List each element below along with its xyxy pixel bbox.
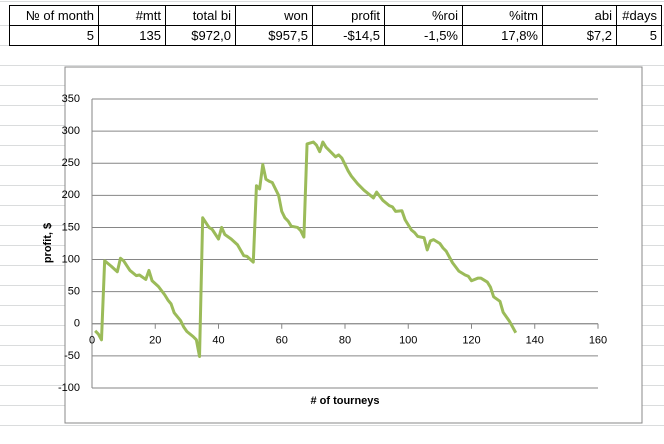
x-tick-label: 0 bbox=[89, 335, 95, 347]
y-tick-label: 150 bbox=[62, 221, 80, 233]
x-axis-title: # of tourneys bbox=[310, 395, 379, 407]
y-axis-title: profit, $ bbox=[42, 223, 54, 263]
header-cell: %itm bbox=[462, 5, 543, 26]
x-tick-label: 120 bbox=[462, 335, 480, 347]
y-tick-label: 350 bbox=[62, 93, 80, 105]
x-tick-label: 40 bbox=[212, 335, 224, 347]
header-cell: № of month bbox=[9, 5, 99, 26]
y-tick-label: 200 bbox=[62, 189, 80, 201]
x-tick-label: 80 bbox=[339, 335, 351, 347]
header-cell: profit bbox=[312, 5, 385, 26]
cell: $957,5 bbox=[235, 25, 313, 46]
cell: 135 bbox=[98, 25, 166, 46]
cell: -1,5% bbox=[384, 25, 463, 46]
data-row: 5 135 $972,0 $957,5 -$14,5 -1,5% 17,8% $7,2 5 bbox=[9, 25, 662, 46]
x-tick-label: 140 bbox=[526, 335, 544, 347]
cell: -$14,5 bbox=[312, 25, 385, 46]
y-tick-label: 0 bbox=[74, 318, 80, 330]
x-tick-label: 20 bbox=[149, 335, 161, 347]
y-tick-label: 300 bbox=[62, 125, 80, 137]
x-tick-label: 100 bbox=[399, 335, 417, 347]
x-tick-label: 160 bbox=[589, 335, 607, 347]
y-tick-label: 100 bbox=[62, 253, 80, 265]
x-tick-label: 60 bbox=[276, 335, 288, 347]
y-tick-label: -50 bbox=[64, 350, 80, 362]
cell: $972,0 bbox=[165, 25, 236, 46]
line bbox=[94, 140, 518, 359]
cell: 17,8% bbox=[462, 25, 543, 46]
header-row: № of month #mtt total bi won profit %roi %itm a… bbox=[9, 5, 662, 26]
summary-table: № of month #mtt total bi won profit %roi %itm a… bbox=[9, 5, 662, 46]
cell: 5 bbox=[616, 25, 662, 46]
y-tick-label: -100 bbox=[58, 382, 80, 394]
chart-area bbox=[64, 66, 643, 424]
y-tick-label: 50 bbox=[68, 286, 80, 298]
y-tick-label: 250 bbox=[62, 157, 80, 169]
